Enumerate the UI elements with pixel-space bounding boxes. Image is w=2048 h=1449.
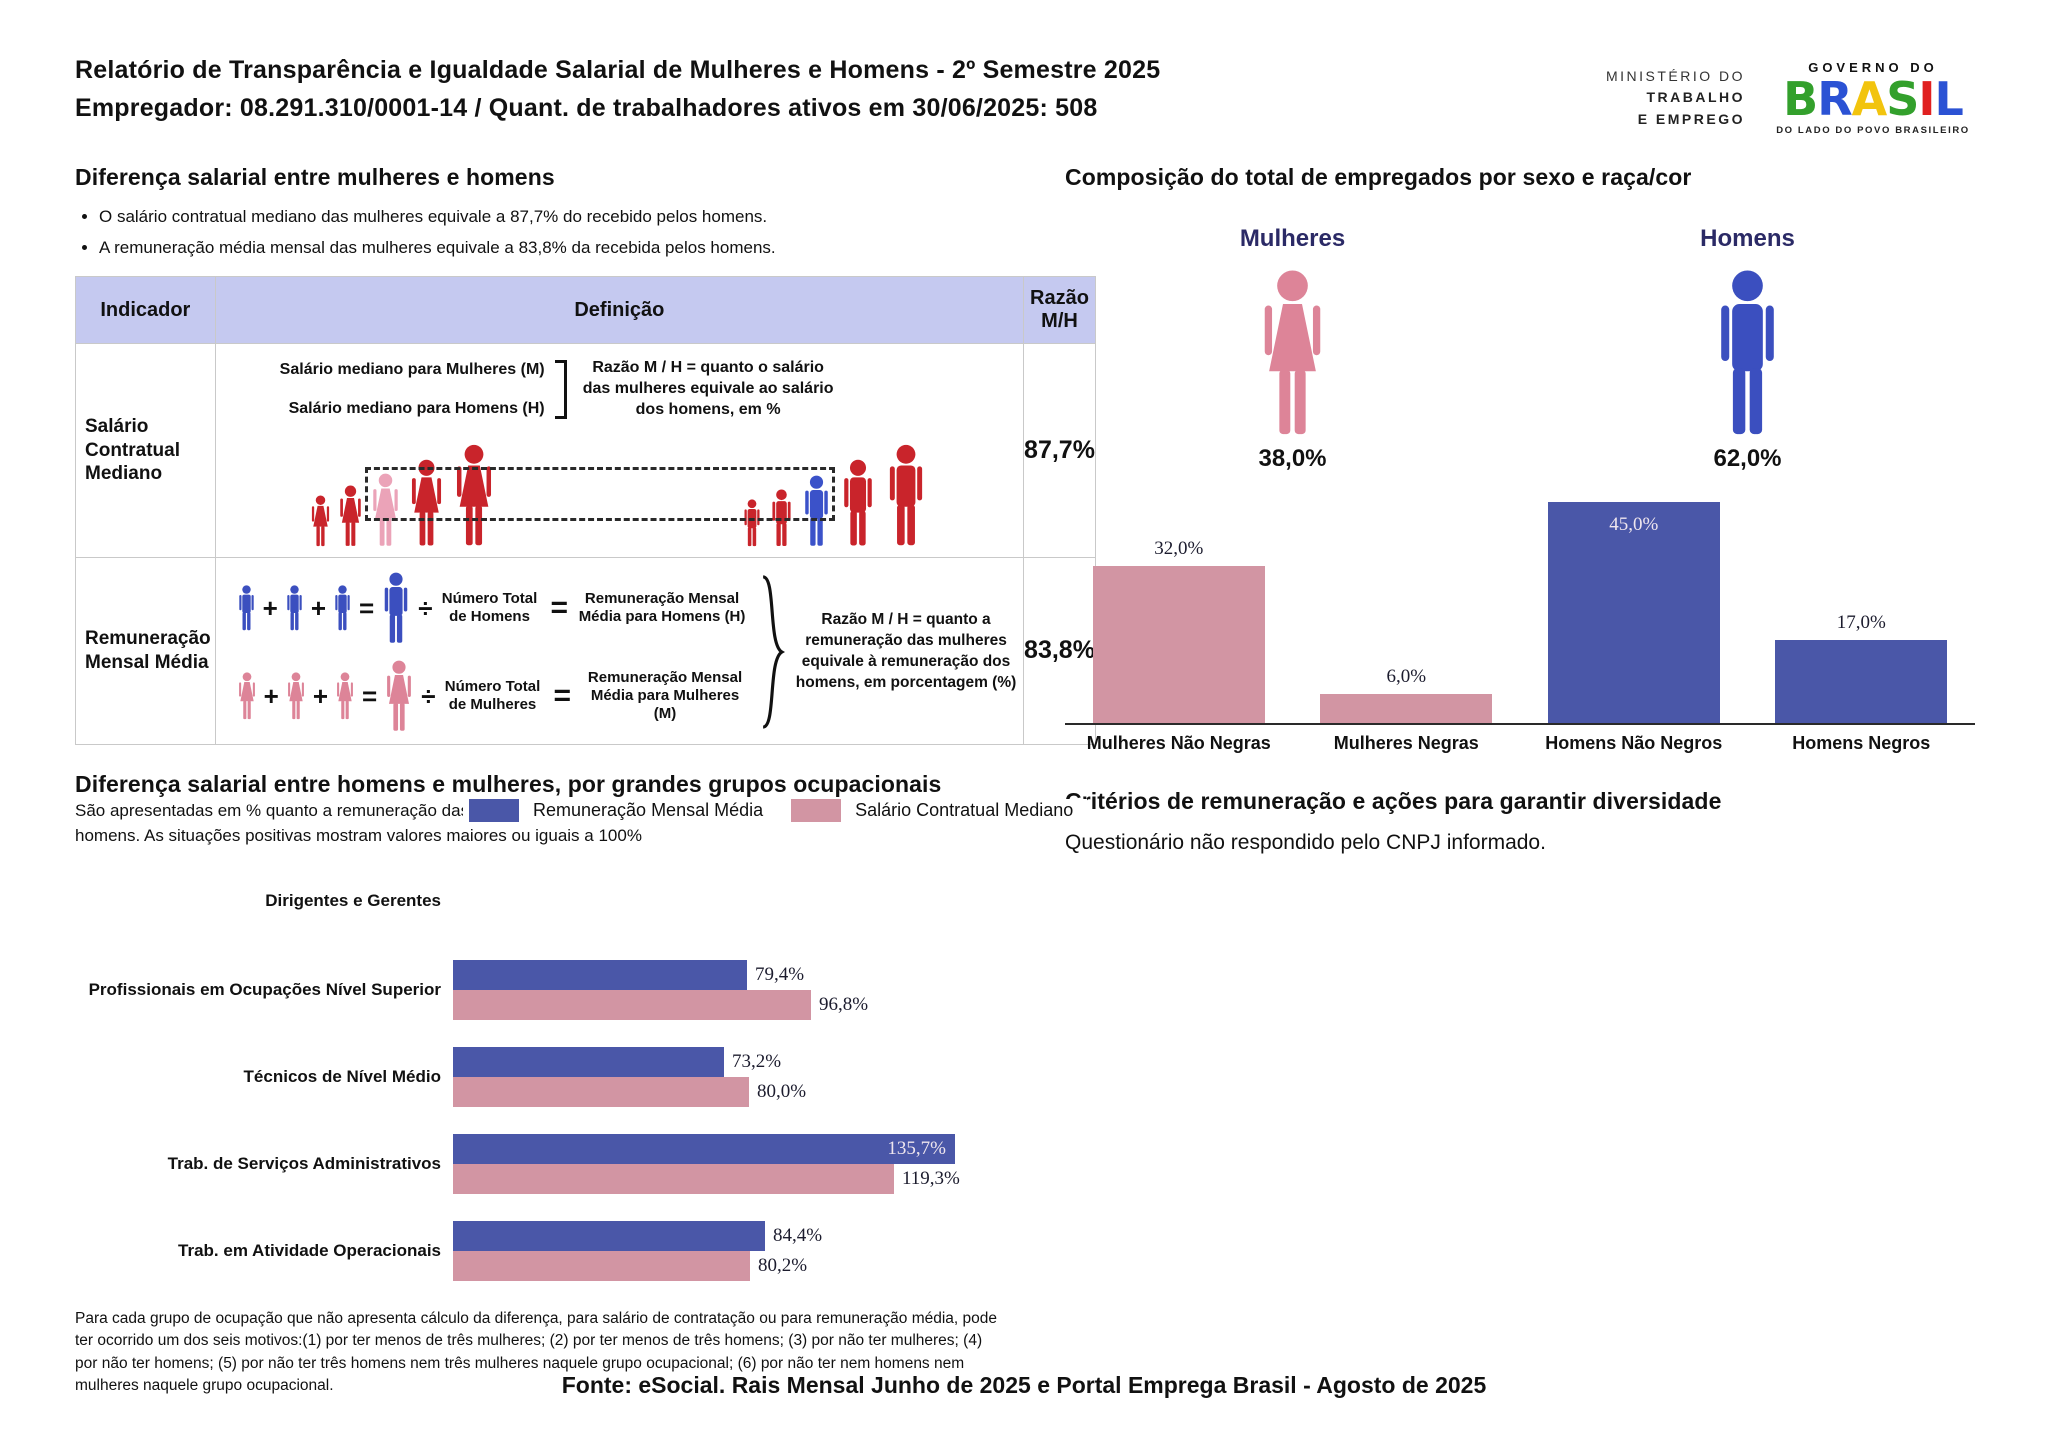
- col-definicao: Definição: [214, 276, 1025, 345]
- ratio-mean-remuneration: 83,8%: [1023, 556, 1096, 745]
- criteria-title: Critérios de remuneração e ações para ga…: [1065, 788, 1722, 815]
- bracket-shape: [554, 360, 567, 419]
- women-average-formula: + + = ÷ Número Total de Mulheres =: [236, 660, 749, 732]
- median-women-label: Salário mediano para Mulheres (M): [279, 361, 545, 379]
- legend-swatch-blue: [469, 798, 519, 822]
- ratio-median-salary: 87,7%: [1023, 343, 1096, 558]
- woman-figure-icon: [238, 672, 255, 719]
- bullet-mean-remuneration: A remuneração média mensal das mulheres …: [99, 238, 1040, 258]
- bar-salario: 96,8%: [453, 989, 1040, 1020]
- composition-chart: 32,0% 6,0% 45,0% 17,0%: [1065, 469, 1976, 726]
- women-count-label: Número Total de Mulheres: [444, 677, 541, 713]
- occ-row-atividade-operacionais: Trab. em Atividade Operacionais 84,4% 80…: [75, 1220, 1040, 1281]
- men-average-formula: + + = ÷ Número Total de Homens = Re: [236, 572, 749, 644]
- occupational-footnote: Para cada grupo de ocupação que não apre…: [75, 1309, 998, 1395]
- woman-figure-large-icon: [387, 660, 412, 731]
- col-indicador: Indicador: [75, 276, 216, 345]
- bar-salario: 80,0%: [453, 1076, 1040, 1107]
- woman-figure-icon: [337, 672, 353, 719]
- picto-homens: Homens 62,0%: [1700, 225, 1795, 473]
- report-title: Relatório de Transparência e Igualdade S…: [75, 56, 1161, 84]
- report-header: Relatório de Transparência e Igualdade S…: [75, 52, 1973, 136]
- woman-figure-icon: [340, 485, 362, 546]
- composition-title: Composição do total de empregados por se…: [1065, 164, 1692, 191]
- definition-median-salary: Salário mediano para Mulheres (M) Salári…: [214, 343, 1025, 558]
- bar-remuneracao: 84,4%: [453, 1220, 1040, 1251]
- women-percentage: 38,0%: [1258, 445, 1327, 473]
- source-footer: Fonte: eSocial. Rais Mensal Junho de 202…: [561, 1372, 1487, 1398]
- man-figure-icon: [844, 459, 873, 546]
- ratio-note: Razão M / H = quanto o salário das mulhe…: [582, 359, 834, 418]
- occupational-chart: Dirigentes e Gerentes Profissionais em O…: [75, 889, 1040, 1281]
- col-razao: Razão M/H: [1023, 276, 1096, 345]
- woman-figure-icon: [312, 495, 330, 546]
- criteria-body: Questionário não respondido pelo CNPJ in…: [1065, 831, 1546, 855]
- chart-legend: Remuneração Mensal Média Salário Contrat…: [463, 798, 1088, 822]
- indicator-mean-remuneration: Remuneração Mensal Média: [75, 556, 216, 745]
- comp-bar-homens-negros: 17,0%: [1748, 612, 1976, 724]
- bar-salario: 80,2%: [453, 1250, 1040, 1281]
- legend-label-remuneracao: Remuneração Mensal Média: [533, 799, 764, 820]
- comp-bar-mulheres-negras: 6,0%: [1293, 666, 1521, 724]
- indicator-table-header: Indicador Definição Razão M/H: [75, 276, 1096, 345]
- report-titles: Relatório de Transparência e Igualdade S…: [75, 52, 1160, 127]
- bar-remuneracao: 135,7%: [453, 1133, 1040, 1164]
- table-row: Remuneração Mensal Média + + =: [75, 556, 1096, 745]
- table-row: Salário Contratual Mediano Salário media…: [75, 343, 1096, 558]
- man-pictogram-icon: [1721, 270, 1774, 435]
- bar-remuneracao: 73,2%: [453, 1046, 1040, 1077]
- bar: [1775, 640, 1948, 724]
- man-figure-icon: [335, 585, 350, 630]
- men-result-label: Remuneração Mensal Média para Homens (H): [578, 589, 746, 625]
- salary-gap-title: Diferença salarial entre mulheres e home…: [75, 164, 555, 191]
- indicator-median-salary: Salário Contratual Mediano: [75, 343, 216, 558]
- comp-bar-mulheres-nao-negras: 32,0%: [1065, 538, 1293, 724]
- composition-axis-labels: Mulheres Não Negras Mulheres Negras Home…: [1086, 733, 1931, 754]
- right-column: Composição do total de empregados por se…: [1065, 164, 1975, 1397]
- woman-pictogram-icon: [1264, 270, 1321, 435]
- indicator-table: Indicador Definição Razão M/H Salário Co…: [75, 276, 1096, 745]
- bar: [1320, 694, 1493, 724]
- women-result-label: Remuneração Mensal Média para Mulheres (…: [587, 668, 743, 722]
- occ-row-profissionais: Profissionais em Ocupações Nível Superio…: [75, 959, 1040, 1020]
- governo-brasil-logo: GOVERNO DO BRASIL DO LADO DO POVO BRASIL…: [1773, 60, 1973, 136]
- criteria-section: Critérios de remuneração e ações para ga…: [1065, 788, 1975, 855]
- employer-line: Empregador: 08.291.310/0001-14 / Quant. …: [75, 93, 1098, 122]
- salary-gap-bullets: O salário contratual mediano das mulhere…: [99, 207, 1040, 258]
- bar: [1092, 566, 1265, 724]
- gender-pictograms: Mulheres 38,0% Homens 62,0%: [1065, 225, 1975, 473]
- occ-row-tecnicos: Técnicos de Nível Médio 73,2% 80,0%: [75, 1046, 1040, 1107]
- woman-figure-icon: [287, 672, 304, 719]
- occupational-title: Diferença salarial entre homens e mulher…: [75, 770, 942, 797]
- man-figure-icon: [890, 444, 923, 545]
- ratio-note: Razão M / H = quanto a remuneração das m…: [795, 610, 1017, 691]
- occ-row-servicos-administrativos: Trab. de Serviços Administrativos 135,7%…: [75, 1133, 1040, 1194]
- men-count-label: Número Total de Homens: [441, 589, 538, 625]
- legend-swatch-pink: [791, 798, 842, 822]
- definition-mean-remuneration: + + = ÷ Número Total de Homens = Re: [214, 556, 1025, 745]
- brace-shape: [759, 573, 786, 731]
- picto-mulheres: Mulheres 38,0%: [1239, 225, 1346, 473]
- comp-bar-homens-nao-negros: 45,0%: [1520, 474, 1748, 724]
- median-men-label: Salário mediano para Homens (H): [288, 400, 545, 418]
- bar-salario: 119,3%: [453, 1163, 1040, 1194]
- bar: 45,0%: [1547, 502, 1720, 724]
- man-figure-icon: [287, 585, 302, 630]
- header-logos: MINISTÉRIO DO TRABALHO E EMPREGO GOVERNO…: [1606, 60, 1973, 136]
- ministry-logo: MINISTÉRIO DO TRABALHO E EMPREGO: [1605, 67, 1745, 127]
- man-figure-large-icon: [384, 572, 408, 643]
- median-range-dashed-box: [365, 466, 836, 521]
- median-illustration: [309, 429, 929, 547]
- men-percentage: 62,0%: [1713, 445, 1782, 473]
- bullet-median-salary: O salário contratual mediano das mulhere…: [99, 207, 1040, 227]
- occ-row-dirigentes: Dirigentes e Gerentes: [265, 890, 441, 910]
- legend-label-salario: Salário Contratual Mediano: [855, 799, 1074, 820]
- man-figure-icon: [238, 585, 254, 630]
- left-column: Diferença salarial entre mulheres e home…: [75, 164, 1096, 1397]
- bar-remuneracao: 79,4%: [453, 959, 1040, 990]
- brasil-wordmark-icon: BRASIL: [1783, 72, 1964, 126]
